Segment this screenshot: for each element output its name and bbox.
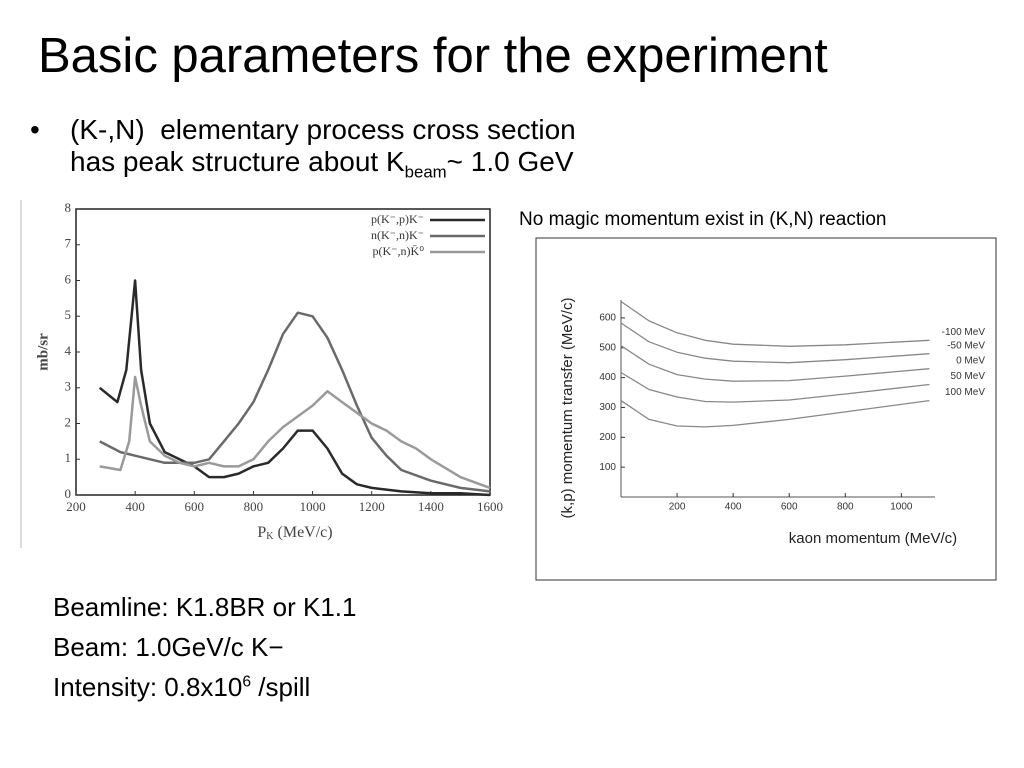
y-tick-label: 0 bbox=[65, 486, 72, 501]
x-axis-label-part: K bbox=[266, 531, 274, 542]
y-tick-label: 300 bbox=[599, 402, 616, 413]
series-line bbox=[98, 279, 491, 497]
series-line bbox=[620, 345, 930, 382]
y-tick-label: 5 bbox=[65, 307, 72, 322]
x-tick-label: 1000 bbox=[890, 502, 913, 513]
y-tick-label: 4 bbox=[65, 343, 72, 358]
x-axis-label: kaon momentum (MeV/c) bbox=[789, 530, 957, 547]
text: /spill bbox=[251, 672, 311, 702]
x-tick-label: 1000 bbox=[300, 499, 326, 514]
plot-frame bbox=[75, 208, 491, 496]
x-tick-label: 200 bbox=[66, 499, 86, 514]
slide-title: Basic parameters for the experiment bbox=[38, 29, 828, 83]
text: Intensity: 0.8x10 bbox=[53, 672, 243, 702]
legend-label: p(K⁻,p)K⁻ bbox=[371, 212, 424, 226]
x-tick-label: 1400 bbox=[418, 499, 444, 514]
y-tick-label: 2 bbox=[65, 414, 72, 429]
chart-frame bbox=[535, 237, 997, 581]
x-tick-label: 400 bbox=[125, 499, 145, 514]
info-line: Beamline: K1.8BR or K1.1 bbox=[53, 592, 357, 622]
series-line bbox=[99, 311, 491, 493]
series-label: 0 MeV bbox=[956, 355, 985, 366]
series-line bbox=[620, 371, 930, 403]
series-label: -50 MeV bbox=[947, 340, 985, 351]
info-line: Intensity: 0.8x106 /spill bbox=[53, 672, 310, 703]
y-tick-label: 600 bbox=[599, 313, 616, 324]
y-axis-label: (k,p) momentum transfer (MeV/c) bbox=[559, 298, 576, 519]
y-tick-label: 1 bbox=[65, 450, 72, 465]
y-tick-label: 200 bbox=[599, 432, 616, 443]
y-tick-label: 100 bbox=[599, 462, 616, 473]
x-tick-label: 800 bbox=[837, 502, 854, 513]
series-label: 100 MeV bbox=[945, 387, 985, 398]
y-tick-label: 3 bbox=[65, 379, 72, 394]
series-line bbox=[99, 375, 491, 490]
info-line: Beam: 1.0GeV/c K− bbox=[53, 632, 284, 662]
x-tick-label: 600 bbox=[185, 499, 205, 514]
subscript: beam bbox=[404, 162, 447, 182]
legend-label: p(K⁻,n)K̄⁰ bbox=[373, 244, 425, 258]
bullet-dot: • bbox=[30, 114, 40, 145]
chart-title: No magic momentum exist in (K,N) reactio… bbox=[519, 209, 886, 230]
bullet-line: has peak structure about Kbeam~ 1.0 GeV bbox=[70, 146, 574, 183]
x-axis-label-part: P bbox=[257, 524, 266, 541]
x-tick-label: 600 bbox=[781, 502, 798, 513]
y-tick-label: 500 bbox=[599, 342, 616, 353]
superscript: 6 bbox=[242, 673, 252, 691]
x-axis-label-part: (MeV/c) bbox=[274, 524, 333, 541]
y-tick-label: 7 bbox=[65, 236, 72, 251]
x-tick-label: 1600 bbox=[477, 499, 503, 514]
series-label: -100 MeV bbox=[942, 327, 986, 338]
series-line bbox=[620, 300, 930, 347]
y-axis-label: mb/sr bbox=[35, 333, 51, 371]
text: has peak structure about K bbox=[70, 146, 405, 177]
y-tick-label: 400 bbox=[599, 372, 616, 383]
series-label: 50 MeV bbox=[951, 371, 986, 382]
y-tick-label: 8 bbox=[65, 200, 72, 215]
bullet-line: (K-,N) elementary process cross section bbox=[70, 114, 576, 145]
x-tick-label: 200 bbox=[669, 502, 686, 513]
x-tick-label: 1200 bbox=[359, 499, 385, 514]
x-tick-label: 400 bbox=[725, 502, 742, 513]
legend-label: n(K⁻,n)K⁻ bbox=[371, 228, 424, 242]
y-tick-label: 6 bbox=[65, 271, 72, 286]
series-line bbox=[620, 399, 930, 428]
x-axis-label: PK (MeV/c) bbox=[257, 524, 332, 543]
text: ~ 1.0 GeV bbox=[446, 146, 574, 177]
series-line bbox=[620, 322, 930, 364]
x-tick-label: 800 bbox=[244, 499, 264, 514]
